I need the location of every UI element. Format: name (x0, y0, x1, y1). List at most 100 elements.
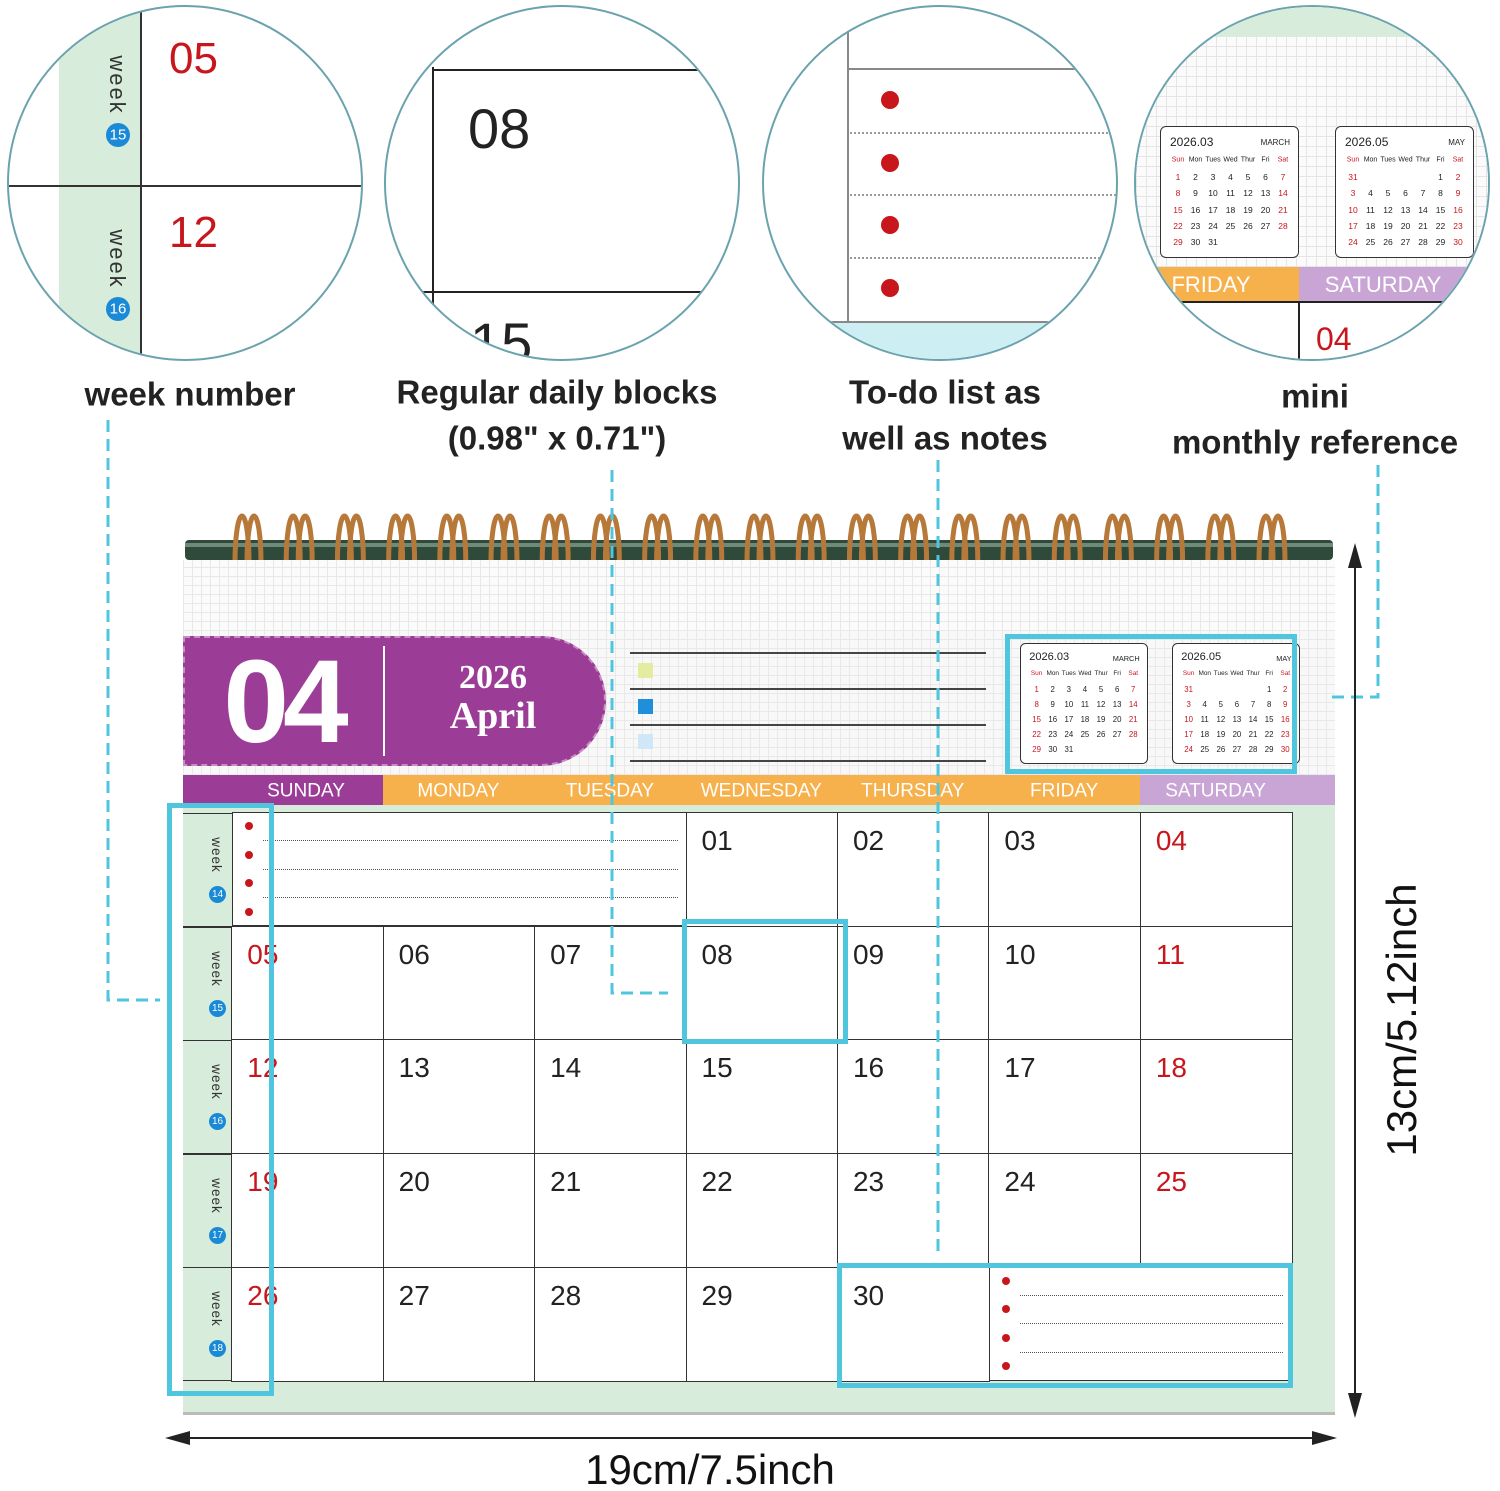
todo-line (850, 132, 1116, 134)
mini-month: MAY (1448, 138, 1465, 147)
day-number: 24 (1004, 1166, 1036, 1198)
day-number: 12 (169, 208, 218, 257)
day-number: 05 (169, 34, 218, 83)
mini-day: 14 (1128, 700, 1138, 710)
mini-day: 9 (1283, 700, 1288, 710)
mini-day: 25 (1080, 730, 1090, 740)
mini-day: 1 (1175, 171, 1181, 182)
day-number: 23 (852, 1166, 885, 1198)
zoom-line (140, 7, 142, 359)
mini-day: 4 (1082, 685, 1088, 695)
week-number: 14 (211, 889, 224, 900)
todo-line (1020, 1351, 1283, 1353)
day-cell: 25 (1139, 1153, 1293, 1269)
mini-weekday: Thur (1415, 156, 1431, 164)
todo-dot (881, 216, 899, 234)
mini-day: 23 (1280, 730, 1290, 740)
day-number: 20 (398, 1166, 430, 1198)
mini-weekday: Thur (1094, 670, 1108, 678)
mini-day: 30 (1190, 236, 1201, 247)
mini-day: 23 (1190, 220, 1201, 231)
zoom-cell (1136, 301, 1488, 359)
note-line (630, 724, 986, 726)
day-cell: 04 (1139, 812, 1293, 928)
callout: (0.98" x 0.71") (447, 419, 667, 457)
week-number: 15 (211, 1002, 224, 1014)
mini-day: 24 (1064, 730, 1074, 740)
mini-day: 28 (1128, 730, 1138, 740)
day-number: 04 (1155, 825, 1187, 857)
mini-day: 8 (1266, 700, 1272, 710)
mini-weekday: Sat (1128, 670, 1139, 678)
mini-day: 3 (1210, 171, 1216, 182)
week-badge: 17 (209, 1226, 226, 1244)
mini-day: 26 (1096, 730, 1106, 740)
day-number: 25 (1155, 1166, 1187, 1198)
callout: To-do list as (849, 373, 1041, 411)
day-cell: 13 (382, 1039, 536, 1155)
mini-weekday: Wed (1078, 670, 1092, 678)
day-number: 07 (550, 938, 582, 970)
mini-day: 13 (1112, 700, 1122, 710)
mini-month: MARCH (1112, 654, 1140, 664)
mini-day: 2 (1455, 171, 1461, 182)
mini-day: 13 (1260, 188, 1271, 199)
mini-weekday: Tues (1380, 156, 1396, 164)
mini-day: 15 (1264, 715, 1274, 725)
day-cell: 15 (685, 1039, 839, 1155)
note-line (630, 760, 986, 762)
mini-day: 7 (1250, 700, 1256, 710)
mini-day: 16 (1048, 715, 1058, 725)
mini-day: 1 (1266, 685, 1272, 695)
mini-day: 6 (1263, 171, 1268, 182)
todo-dot (1002, 1276, 1010, 1285)
month-tab (183, 636, 606, 766)
day-cell: 06 (382, 925, 536, 1041)
day-number: 13 (398, 1052, 430, 1084)
mini-day: 6 (1403, 188, 1408, 199)
mini-day: 5 (1385, 188, 1391, 199)
mini-day: 21 (1128, 715, 1138, 725)
mini-day: 23 (1453, 220, 1463, 231)
mini-day: 2 (1050, 685, 1055, 695)
month-name: April (449, 695, 537, 737)
mini-day: 27 (1112, 730, 1122, 740)
mini-day: 15 (1435, 204, 1446, 215)
mini-title: 2026.05 (1345, 135, 1389, 149)
mini-day: 3 (1066, 685, 1072, 695)
mini-day: 21 (1418, 220, 1428, 231)
mini-day: 20 (1260, 204, 1271, 215)
mini-day: 10 (1348, 204, 1358, 215)
weekday-band (1136, 267, 1299, 301)
callout: well as notes (842, 419, 1048, 457)
week-badge: 15 (106, 123, 130, 147)
mini-day: 31 (1064, 745, 1074, 755)
day-cell: 23 (836, 1153, 990, 1269)
week-number: 17 (211, 1229, 224, 1241)
day-number: 15 (470, 311, 533, 361)
day-number: 04 (1316, 321, 1352, 357)
mini-day: 18 (1365, 220, 1376, 231)
todo-line (1020, 1323, 1283, 1325)
day-cell: 16 (836, 1039, 990, 1155)
day-cell: 02 (836, 812, 990, 928)
mini-day: 1 (1438, 171, 1443, 182)
mini-weekday: Sat (1277, 156, 1289, 164)
weekday-band (383, 775, 1140, 805)
day-cell: 14 (534, 1039, 688, 1155)
day-cell: 27 (382, 1266, 536, 1382)
highlight-box (682, 919, 848, 1044)
mini-day: 26 (1216, 745, 1226, 755)
mini-day: 22 (1264, 730, 1274, 740)
year: 2026 (459, 659, 527, 696)
mini-day: 22 (1435, 220, 1446, 231)
mini-day: 12 (1096, 700, 1106, 710)
mini-day: 25 (1365, 236, 1376, 247)
mini-day: 18 (1200, 730, 1210, 740)
day-cell: 09 (836, 925, 990, 1041)
weekday-band (183, 775, 383, 805)
mini-day: 18 (1225, 204, 1236, 215)
todo-dot (1002, 1362, 1010, 1371)
mini-day: 24 (1348, 236, 1358, 247)
zoom-circle (762, 5, 1118, 361)
